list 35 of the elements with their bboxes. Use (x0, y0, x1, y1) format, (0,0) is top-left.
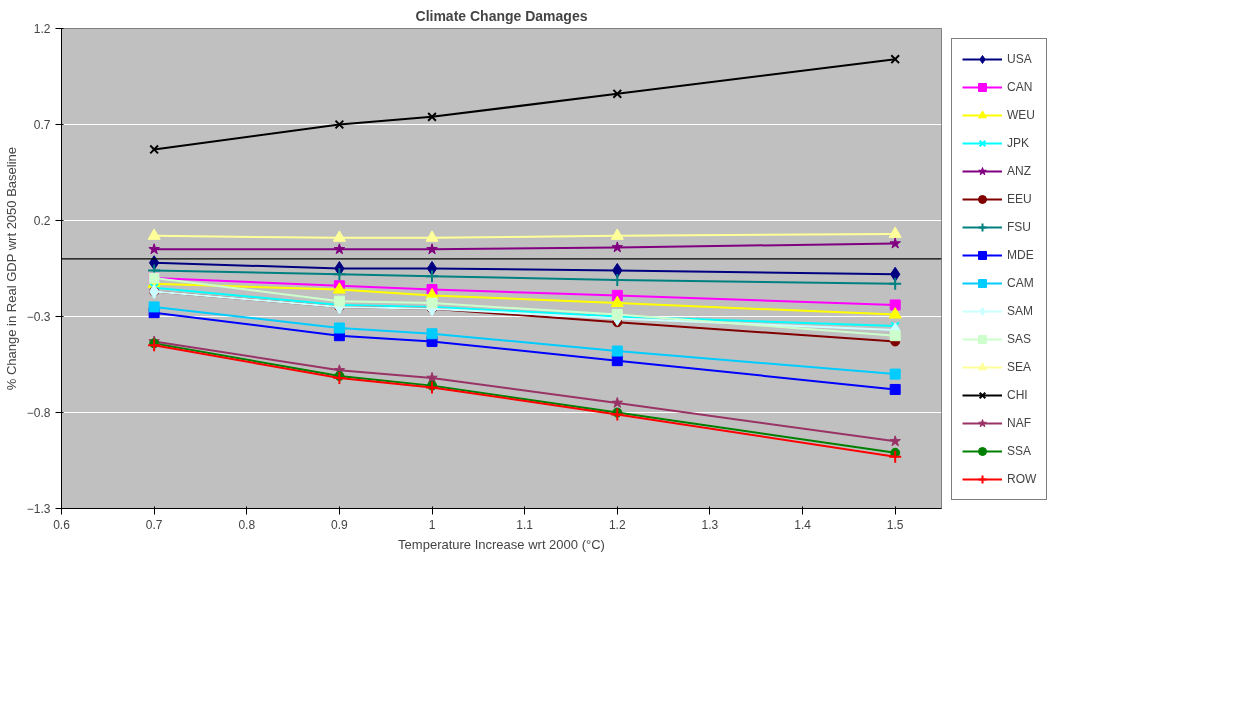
legend-label: NAF (1007, 416, 1031, 430)
legend-label: SSA (1007, 444, 1032, 458)
y-tick-label: −1.3 (26, 502, 51, 516)
y-tick-label: 1.2 (33, 22, 51, 36)
y-tick-label: −0.3 (26, 310, 51, 324)
legend-label: ROW (1007, 472, 1037, 486)
x-tick-label: 1.5 (886, 517, 904, 532)
legend-label: JPK (1007, 136, 1030, 150)
y-tick-label: 0.7 (33, 118, 51, 132)
legend-label: ANZ (1007, 164, 1031, 178)
y-axis-title: % Change in Real GDP wrt 2050 Baseline (3, 146, 19, 391)
x-axis-title: Temperature Increase wrt 2000 (°C) (398, 536, 605, 552)
x-tick-label: 0.6 (53, 517, 71, 532)
legend-label: CAM (1007, 276, 1034, 290)
y-tick-label: −0.8 (26, 406, 51, 420)
legend-label: CAN (1007, 80, 1033, 94)
legend-label: SAM (1007, 304, 1034, 318)
legend-label: CHI (1007, 388, 1028, 402)
legend-label: EEU (1007, 192, 1032, 206)
legend-label: USA (1007, 52, 1032, 66)
x-tick-label: 1 (428, 517, 436, 532)
x-tick-label: 1.3 (701, 517, 719, 532)
x-tick-label: 1.4 (794, 517, 812, 532)
legend-label: SEA (1007, 360, 1032, 374)
x-tick-label: 1.2 (608, 517, 626, 532)
x-tick-label: 0.9 (331, 517, 349, 532)
x-tick-label: 1.1 (516, 517, 534, 532)
legend-label: SAS (1007, 332, 1032, 346)
y-tick-label: 0.2 (33, 214, 51, 228)
x-tick-label: 0.8 (238, 517, 256, 532)
x-tick-label: 0.7 (145, 517, 163, 532)
chart-title: Climate Change Damages (415, 7, 588, 24)
legend-label: MDE (1007, 248, 1034, 262)
legend-label: FSU (1007, 220, 1031, 234)
legend-label: WEU (1007, 108, 1035, 122)
